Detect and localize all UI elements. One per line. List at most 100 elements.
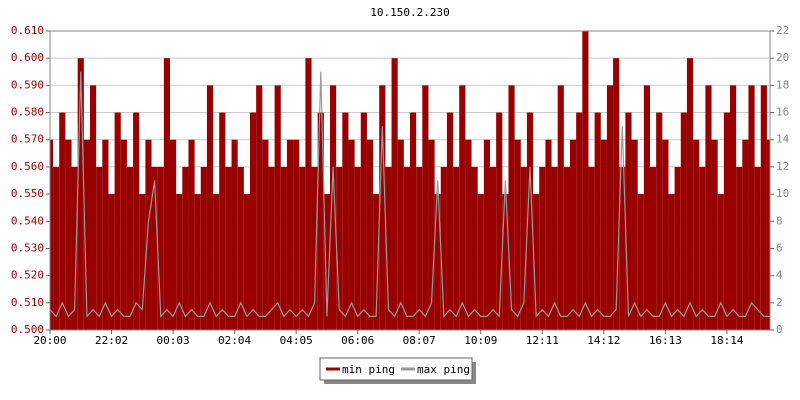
bar bbox=[643, 85, 650, 330]
bar bbox=[465, 139, 472, 330]
y-tick-label: 0.510 bbox=[11, 296, 44, 309]
bar bbox=[477, 194, 484, 330]
bar bbox=[551, 166, 558, 330]
x-tick-label: 10:09 bbox=[464, 334, 497, 347]
bar bbox=[176, 194, 183, 330]
bar bbox=[139, 194, 146, 330]
bar bbox=[219, 112, 226, 330]
bar bbox=[151, 166, 158, 330]
bar bbox=[102, 139, 109, 330]
bar bbox=[213, 194, 220, 330]
bar bbox=[600, 139, 607, 330]
bar bbox=[65, 139, 72, 330]
bar bbox=[243, 194, 250, 330]
bar bbox=[582, 31, 589, 330]
bar bbox=[459, 85, 466, 330]
bar bbox=[576, 112, 583, 330]
y2-tick-label: 14 bbox=[776, 133, 790, 146]
bar bbox=[53, 166, 60, 330]
bar bbox=[256, 85, 263, 330]
bar bbox=[674, 166, 681, 330]
bar bbox=[736, 166, 743, 330]
bar bbox=[157, 166, 164, 330]
y2-tick-label: 8 bbox=[776, 214, 783, 227]
bar bbox=[268, 166, 275, 330]
bar bbox=[354, 166, 361, 330]
bar bbox=[440, 166, 447, 330]
bar bbox=[656, 112, 663, 330]
bar bbox=[428, 139, 435, 330]
bar bbox=[163, 58, 170, 330]
bar bbox=[631, 139, 638, 330]
bar bbox=[366, 139, 374, 330]
bar bbox=[71, 166, 78, 330]
bar bbox=[385, 166, 392, 330]
bar bbox=[379, 85, 386, 330]
bar bbox=[483, 139, 490, 330]
bar bbox=[96, 166, 103, 330]
x-tick-label: 16:13 bbox=[649, 334, 682, 347]
bar bbox=[237, 166, 244, 330]
bar bbox=[391, 58, 398, 330]
bar bbox=[588, 166, 595, 330]
bar bbox=[742, 139, 749, 330]
bar bbox=[526, 112, 534, 330]
bar bbox=[520, 166, 527, 330]
bar bbox=[711, 139, 718, 330]
legend-label: min ping bbox=[342, 363, 395, 376]
bar bbox=[145, 139, 152, 330]
bar bbox=[330, 85, 337, 330]
bar bbox=[471, 166, 478, 330]
x-tick-label: 20:00 bbox=[33, 334, 66, 347]
x-tick-label: 02:04 bbox=[218, 334, 251, 347]
y2-tick-label: 2 bbox=[776, 296, 783, 309]
x-tick-label: 12:11 bbox=[526, 334, 559, 347]
bar bbox=[699, 166, 706, 330]
bar bbox=[373, 194, 380, 330]
bar bbox=[662, 139, 669, 330]
x-tick-label: 14:12 bbox=[587, 334, 620, 347]
y-tick-label: 0.560 bbox=[11, 160, 44, 173]
bar bbox=[317, 112, 324, 330]
y-tick-label: 0.580 bbox=[11, 106, 44, 119]
bar bbox=[299, 166, 306, 330]
x-tick-label: 04:05 bbox=[280, 334, 313, 347]
bar bbox=[182, 166, 189, 330]
bar bbox=[360, 112, 367, 330]
bar bbox=[170, 139, 177, 330]
bar bbox=[760, 85, 767, 330]
bar bbox=[126, 166, 134, 330]
bar bbox=[250, 112, 257, 330]
y2-tick-label: 12 bbox=[776, 160, 789, 173]
y2-tick-label: 4 bbox=[776, 269, 783, 282]
legend-box bbox=[319, 357, 473, 381]
y2-tick-label: 18 bbox=[776, 78, 789, 91]
bar bbox=[403, 166, 410, 330]
y-tick-label: 0.550 bbox=[11, 187, 44, 200]
y-tick-label: 0.520 bbox=[11, 269, 44, 282]
bar bbox=[422, 85, 429, 330]
bar bbox=[496, 112, 503, 330]
bar bbox=[133, 112, 140, 330]
x-tick-label: 08:07 bbox=[403, 334, 436, 347]
bar bbox=[514, 139, 521, 330]
bar bbox=[490, 166, 497, 330]
bar bbox=[77, 58, 84, 330]
plot-border bbox=[49, 30, 771, 331]
line bbox=[49, 71, 770, 318]
bar bbox=[539, 166, 546, 330]
bar bbox=[754, 166, 761, 330]
bar bbox=[188, 139, 195, 330]
y-tick-label: 0.530 bbox=[11, 241, 44, 254]
bar bbox=[323, 194, 330, 330]
bar bbox=[200, 166, 207, 330]
bar bbox=[680, 112, 687, 330]
bar bbox=[90, 85, 97, 330]
y-tick-label: 0.590 bbox=[11, 78, 44, 91]
bar bbox=[59, 112, 66, 330]
bar bbox=[557, 85, 564, 330]
y-tick-label: 0.610 bbox=[11, 24, 44, 37]
bar bbox=[693, 139, 700, 330]
bar bbox=[120, 139, 127, 330]
bar bbox=[570, 139, 577, 330]
